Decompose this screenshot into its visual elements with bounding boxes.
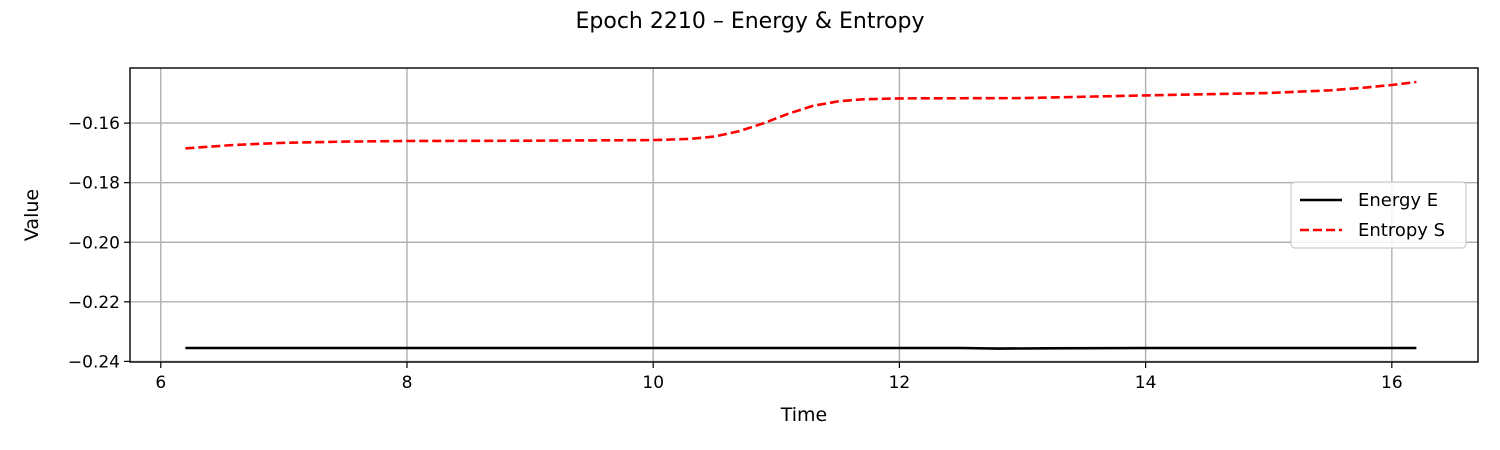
y-tick-label: −0.18 [68,174,120,194]
series-line-energy-e [185,346,1417,350]
legend: Energy E Entropy S [1290,181,1467,249]
x-tick-label: 8 [402,373,413,393]
legend-label-energy: Energy E [1358,190,1438,211]
series-line-entropy-s [185,80,1417,150]
y-tick-label: −0.22 [68,293,120,313]
chart-title: Epoch 2210 – Energy & Entropy [576,9,925,34]
x-tick-label: 14 [1135,373,1157,393]
grid-lines [130,68,1478,363]
x-axis-label: Time [780,404,828,426]
series-lines [185,80,1417,350]
y-tick-label: −0.16 [68,114,120,134]
x-tick-label: 12 [889,373,911,393]
x-tick-label: 10 [642,373,664,393]
x-tick-label: 16 [1381,373,1403,393]
x-tick-label: 6 [155,373,166,393]
y-axis-ticks: −0.24 −0.22 −0.20 −0.18 −0.16 [68,114,130,372]
x-axis-ticks: 6 8 10 12 14 16 [155,362,1403,393]
legend-box [1290,181,1467,249]
y-tick-label: −0.20 [68,233,120,253]
y-tick-label: −0.24 [68,352,120,372]
y-axis-label: Value [21,189,43,241]
legend-label-entropy: Entropy S [1358,220,1445,241]
plot-area-frame [129,67,1479,363]
